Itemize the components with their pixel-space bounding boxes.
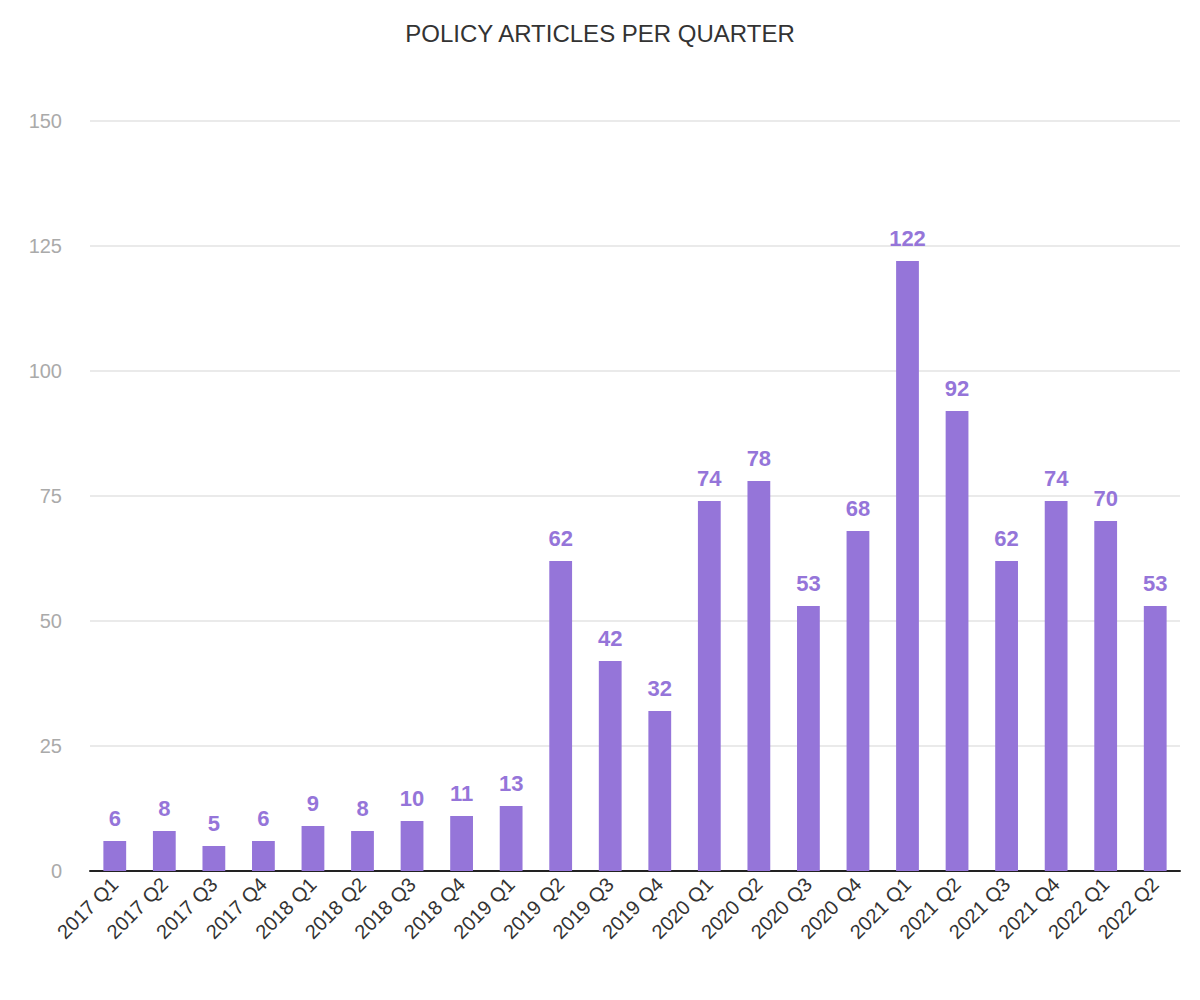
svg-text:2018 Q1: 2018 Q1 — [251, 873, 321, 943]
svg-text:2019 Q1: 2019 Q1 — [449, 873, 519, 943]
svg-text:2021 Q1: 2021 Q1 — [845, 873, 916, 943]
svg-text:2018 Q4: 2018 Q4 — [399, 873, 470, 943]
svg-text:68: 68 — [846, 496, 870, 521]
svg-text:42: 42 — [598, 626, 622, 651]
svg-text:75: 75 — [40, 485, 62, 507]
svg-text:62: 62 — [548, 526, 572, 551]
svg-text:6: 6 — [109, 806, 121, 831]
svg-text:POLICY ARTICLES PER QUARTER: POLICY ARTICLES PER QUARTER — [405, 20, 794, 47]
svg-text:0: 0 — [51, 860, 62, 882]
svg-text:9: 9 — [307, 791, 319, 816]
svg-text:53: 53 — [796, 571, 820, 596]
svg-text:122: 122 — [889, 226, 926, 251]
svg-text:150: 150 — [29, 110, 62, 132]
svg-text:2020 Q1: 2020 Q1 — [647, 873, 718, 943]
svg-text:78: 78 — [747, 446, 771, 471]
svg-text:10: 10 — [400, 786, 424, 811]
svg-text:6: 6 — [257, 806, 269, 831]
svg-text:74: 74 — [1044, 466, 1069, 491]
svg-text:2017 Q2: 2017 Q2 — [102, 873, 173, 943]
svg-text:2019 Q4: 2019 Q4 — [597, 873, 668, 943]
svg-text:2020 Q2: 2020 Q2 — [696, 873, 767, 943]
svg-text:2019 Q3: 2019 Q3 — [548, 873, 618, 943]
svg-text:2021 Q3: 2021 Q3 — [944, 873, 1015, 943]
svg-text:2018 Q2: 2018 Q2 — [300, 873, 371, 943]
svg-text:74: 74 — [697, 466, 722, 491]
svg-text:92: 92 — [945, 376, 969, 401]
svg-text:11: 11 — [450, 781, 473, 806]
svg-text:2017 Q3: 2017 Q3 — [151, 873, 222, 943]
svg-text:8: 8 — [158, 796, 170, 821]
svg-text:25: 25 — [40, 735, 62, 757]
svg-text:2017 Q1: 2017 Q1 — [52, 873, 123, 943]
svg-text:100: 100 — [29, 360, 62, 382]
svg-text:2017 Q4: 2017 Q4 — [201, 873, 272, 943]
svg-text:2021 Q2: 2021 Q2 — [895, 873, 965, 943]
svg-text:13: 13 — [499, 771, 523, 796]
svg-text:5: 5 — [208, 811, 220, 836]
svg-text:53: 53 — [1143, 571, 1167, 596]
svg-text:50: 50 — [40, 610, 62, 632]
svg-text:2020 Q4: 2020 Q4 — [796, 873, 866, 943]
svg-text:2021 Q4: 2021 Q4 — [994, 873, 1064, 943]
svg-text:2022 Q2: 2022 Q2 — [1093, 873, 1163, 943]
svg-text:62: 62 — [994, 526, 1018, 551]
svg-text:2022 Q1: 2022 Q1 — [1043, 873, 1114, 943]
svg-text:125: 125 — [29, 235, 62, 257]
svg-text:8: 8 — [356, 796, 368, 821]
svg-text:2018 Q3: 2018 Q3 — [350, 873, 420, 943]
svg-text:70: 70 — [1093, 486, 1117, 511]
svg-text:2020 Q3: 2020 Q3 — [746, 873, 817, 943]
svg-text:32: 32 — [648, 676, 672, 701]
svg-text:2019 Q2: 2019 Q2 — [498, 873, 569, 943]
